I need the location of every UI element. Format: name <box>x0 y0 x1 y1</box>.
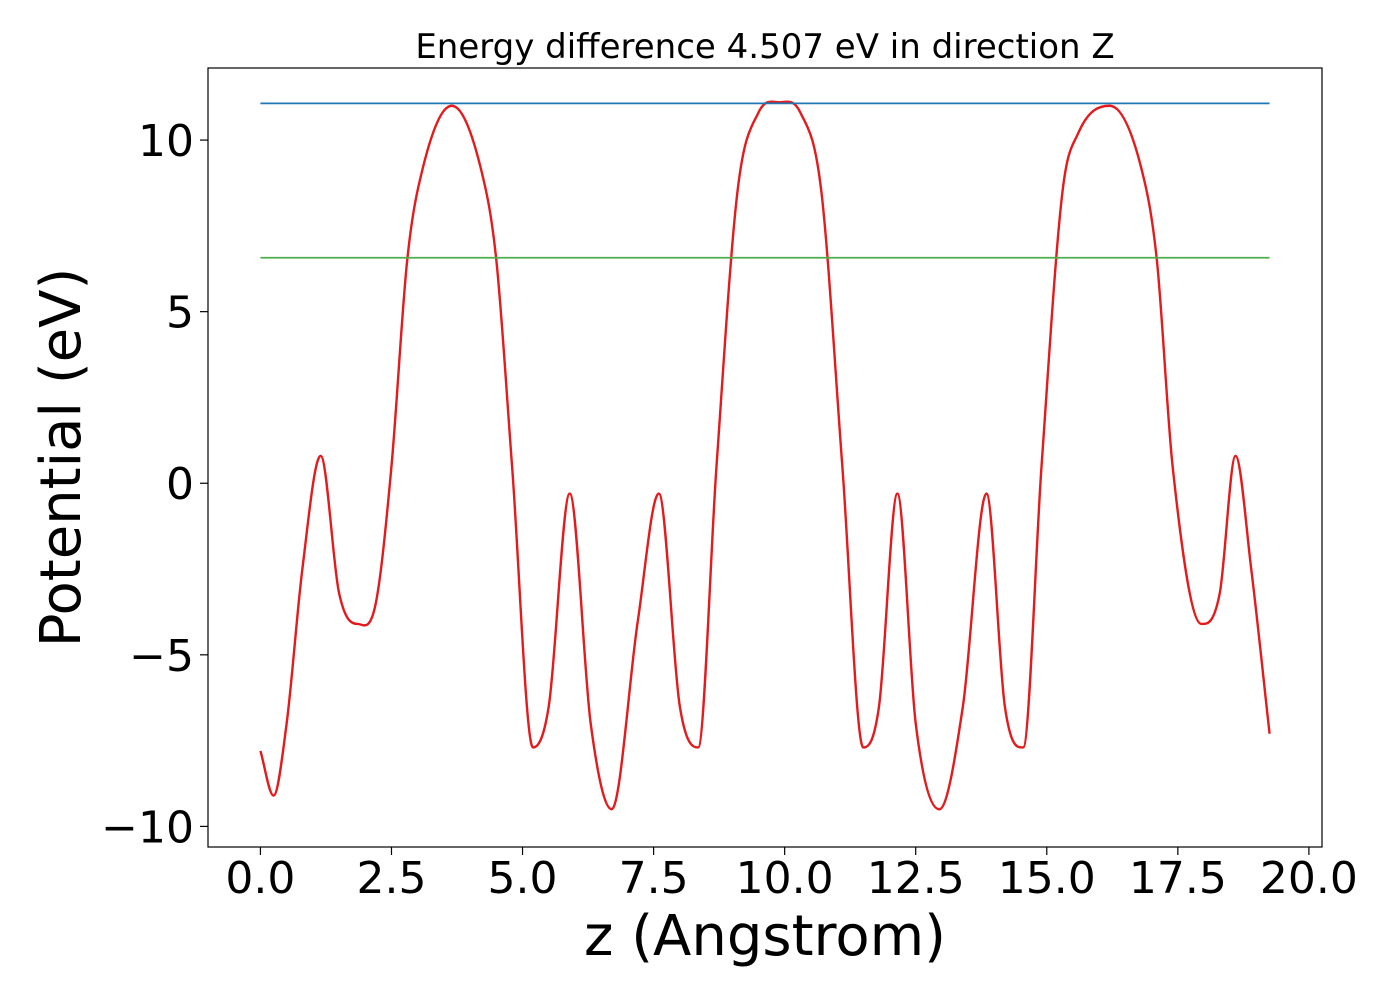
y-axis-title: Potential (eV) <box>29 268 94 648</box>
y-axis: 10 5 0 −5 −10 <box>101 116 208 853</box>
x-tick-label: 20.0 <box>1260 853 1358 904</box>
y-tick-label: 0 <box>166 459 194 510</box>
x-axis-title: z (Angstrom) <box>584 904 946 969</box>
plot-frame <box>207 67 1323 848</box>
series-line-0 <box>259 100 1271 811</box>
y-tick-label: 10 <box>138 116 194 167</box>
x-tick-label: 0.0 <box>225 853 295 904</box>
x-tick-label: 15.0 <box>998 853 1096 904</box>
y-tick-label: −10 <box>101 802 194 853</box>
x-tick-label: 12.5 <box>867 853 965 904</box>
x-tick-label: 17.5 <box>1129 853 1227 904</box>
y-tick-label: 5 <box>166 288 194 339</box>
x-axis: 0.0 2.5 5.0 7.5 10.0 12.5 15.0 17.5 20.0 <box>225 847 1358 904</box>
x-tick-label: 2.5 <box>356 853 426 904</box>
x-tick-label: 7.5 <box>619 853 689 904</box>
x-tick-label: 10.0 <box>736 853 834 904</box>
y-tick-label: −5 <box>129 631 194 682</box>
x-tick-label: 5.0 <box>488 853 558 904</box>
plot-area <box>259 100 1271 811</box>
chart-title: Energy difference 4.507 eV in direction … <box>415 27 1114 67</box>
